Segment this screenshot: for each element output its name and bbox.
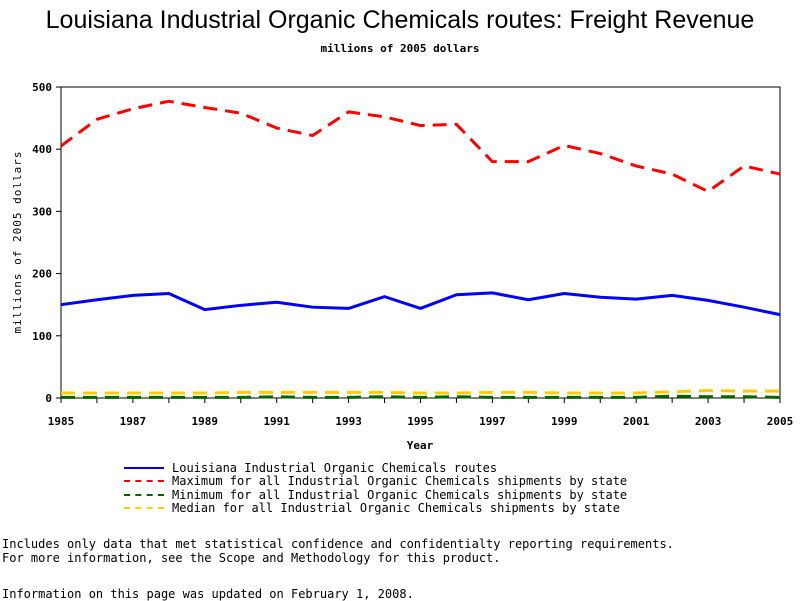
x-tick-label: 1993 <box>335 415 362 428</box>
x-tick-label: 1997 <box>479 415 506 428</box>
y-tick-label: 300 <box>32 205 52 218</box>
legend-item: Maximum for all Industrial Organic Chemi… <box>124 474 628 489</box>
legend-swatch-minimum <box>124 493 164 496</box>
series-line-3 <box>61 389 780 395</box>
x-tick-label: 2001 <box>623 415 650 428</box>
y-axis: 0 100 200 300 400 500 <box>32 81 61 405</box>
x-axis-label: Year <box>407 439 434 452</box>
legend: Louisiana Industrial Organic Chemicals r… <box>124 461 627 515</box>
x-tick-label: 1995 <box>407 415 434 428</box>
series-layer <box>60 99 781 399</box>
legend-label-minimum: Minimum for all Industrial Organic Chemi… <box>172 487 628 502</box>
legend-item: Minimum for all Industrial Organic Chemi… <box>124 488 627 502</box>
series-line-0 <box>60 291 781 317</box>
footnote-confidentiality: Includes only data that met statistical … <box>2 537 674 551</box>
y-tick-label: 100 <box>32 330 52 343</box>
legend-item: Louisiana Industrial Organic Chemicals r… <box>124 461 627 475</box>
x-tick-label: 1989 <box>192 415 219 428</box>
x-tick-label: 1987 <box>120 415 147 428</box>
x-tick-label: 1999 <box>551 415 578 428</box>
series-line-2 <box>61 394 781 399</box>
footnotes: Includes only data that met statistical … <box>2 537 674 565</box>
y-tick-label: 200 <box>32 268 52 281</box>
plot-frame <box>60 86 781 399</box>
legend-label-louisiana: Louisiana Industrial Organic Chemicals r… <box>172 460 498 475</box>
series-line-1 <box>60 99 781 193</box>
y-axis-label: millions of 2005 dollars <box>11 151 24 334</box>
x-axis: 1985 1987 1989 1991 1993 1995 1997 1999 2001 2003… <box>48 398 794 428</box>
legend-item: Median for all Industrial Organic Chemic… <box>124 501 627 516</box>
legend-label-median: Median for all Industrial Organic Chemic… <box>172 501 620 516</box>
y-tick-label: 0 <box>45 392 52 405</box>
x-tick-label: 1991 <box>263 415 290 428</box>
y-tick-label: 500 <box>32 81 52 94</box>
x-tick-label: 1985 <box>48 415 75 428</box>
legend-swatch-louisiana <box>124 466 164 469</box>
update-notice: Information on this page was updated on … <box>2 587 414 601</box>
y-tick-label: 400 <box>32 143 52 156</box>
x-tick-label: 2003 <box>695 415 722 428</box>
legend-swatch-maximum <box>124 480 164 483</box>
legend-swatch-median <box>124 507 164 510</box>
chart-title: Louisiana Industrial Organic Chemicals r… <box>45 6 755 34</box>
line-chart: 0 100 200 300 400 500 1985 1987 1989 1991 1993 199… <box>11 81 794 452</box>
legend-label-maximum: Maximum for all Industrial Organic Chemi… <box>172 474 628 489</box>
chart-subtitle: millions of 2005 dollars <box>320 42 480 55</box>
footnote-methodology: For more information, see the Scope and … <box>2 551 501 565</box>
x-tick-label: 2005 <box>767 415 794 428</box>
